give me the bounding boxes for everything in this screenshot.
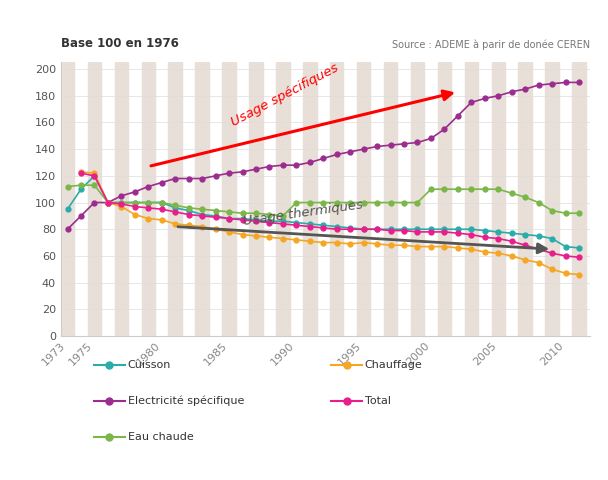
Bar [276,62,289,336]
Bar [88,62,101,336]
Bar [142,62,155,336]
Text: Usage thermiques: Usage thermiques [243,199,364,228]
Bar [249,62,263,336]
Text: Base 100 en 1976: Base 100 en 1976 [61,37,179,50]
Bar [411,62,424,336]
Bar [330,62,344,336]
Bar [384,62,397,336]
Bar [545,62,559,336]
Bar [303,62,317,336]
Bar [357,62,370,336]
Bar [572,62,586,336]
Bar [223,62,236,336]
Text: Total: Total [365,396,391,406]
Text: Usage spécifiques: Usage spécifiques [229,62,341,130]
Text: Electricité spécifique: Electricité spécifique [128,396,244,406]
Bar [519,62,532,336]
Bar [61,62,74,336]
Bar [491,62,505,336]
Text: Cuisson: Cuisson [128,360,171,370]
Text: Eau chaude: Eau chaude [128,432,193,442]
Bar [465,62,478,336]
Text: Chauffage: Chauffage [365,360,423,370]
Bar [438,62,451,336]
Bar [115,62,128,336]
Bar [168,62,182,336]
Bar [195,62,209,336]
Text: Source : ADEME à parir de donée CEREN: Source : ADEME à parir de donée CEREN [392,40,590,50]
